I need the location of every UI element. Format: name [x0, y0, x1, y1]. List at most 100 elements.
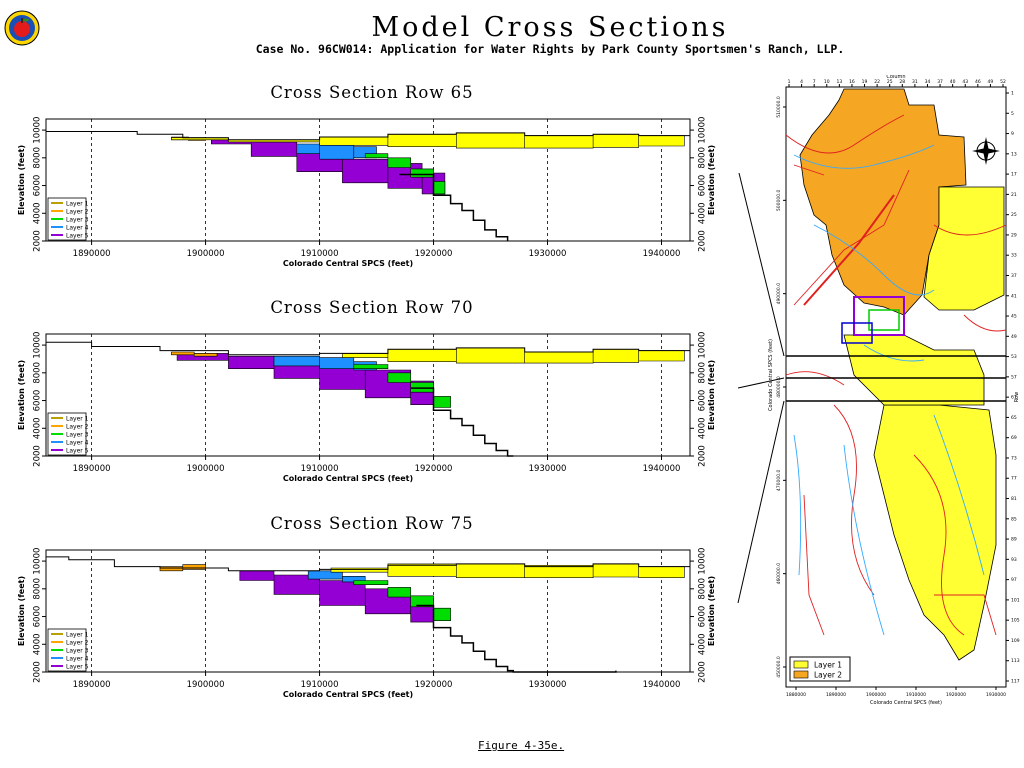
y-tick-label-right: 10000	[698, 332, 708, 359]
y-tick-label: 10000	[33, 332, 43, 359]
x-tick-label: 1940000	[643, 249, 681, 259]
map-top-tick-label: 49	[988, 79, 994, 85]
road-line	[803, 494, 825, 636]
chart-title-row-75: Cross Section Row 75	[270, 514, 474, 533]
page-title: Model Cross Sections	[371, 12, 729, 43]
map-top-tick-label: 37	[937, 79, 943, 85]
legend-label-layer-2: Layer 2	[66, 424, 89, 431]
y-tick-label: 8000	[33, 362, 43, 384]
map-top-tick-label: 22	[874, 79, 880, 85]
map-left-axis-title: Colorado Central SPCS (feet)	[768, 339, 774, 411]
map-left-tick-label: 490000.0	[776, 283, 782, 305]
y-tick-label-right: 10000	[698, 548, 708, 575]
stream-line	[843, 444, 885, 636]
map-right-tick-label: 9	[1011, 131, 1014, 137]
layer-2-band	[171, 351, 218, 357]
y-tick-label: 2000	[33, 230, 43, 252]
cross-section-chart-row-75: 1890000 1900000 1910000 1920000 1930000 19400…	[17, 548, 716, 699]
map-right-tick-label: 33	[1011, 253, 1017, 259]
ground-surface-line	[46, 556, 691, 572]
y-tick-label-right: 8000	[698, 147, 708, 169]
y-tick-label: 10000	[33, 117, 43, 144]
legend-label-layer-5: Layer 5	[66, 233, 89, 240]
map-right-tick-label: 65	[1011, 415, 1017, 421]
road-line	[963, 314, 1007, 332]
x-axis-label: Colorado Central SPCS (feet)	[283, 259, 413, 268]
map-right-tick-label: 73	[1011, 455, 1017, 461]
map-top-tick-label: 4	[800, 79, 803, 85]
y-tick-label: 2000	[33, 445, 43, 467]
y-tick-label-right: 8000	[698, 362, 708, 384]
map-right-tick-label: 13	[1011, 151, 1017, 157]
legend-label-layer-4: Layer 4	[66, 440, 89, 447]
x-tick-label: 1900000	[187, 680, 225, 690]
map-right-tick-label: 25	[1011, 212, 1017, 218]
y-tick-label: 6000	[33, 390, 43, 412]
y-tick-label: 6000	[33, 175, 43, 197]
x-axis-label: Colorado Central SPCS (feet)	[283, 474, 413, 483]
y-tick-label: 6000	[33, 606, 43, 628]
y-tick-label-right: 10000	[698, 117, 708, 144]
map-top-axis-title: Column	[886, 75, 905, 80]
legend-label-layer-3: Layer 3	[66, 217, 89, 224]
x-tick-label: 1910000	[301, 680, 339, 690]
y-axis-label-right: Elevation (feet)	[707, 576, 716, 646]
map-right-tick-label: 5	[1011, 111, 1014, 117]
road-line	[785, 371, 845, 386]
legend-label-layer-5: Layer 5	[66, 664, 89, 671]
map-top-tick-label: 19	[862, 79, 868, 85]
map-right-tick-label: 77	[1011, 476, 1017, 482]
layer-1-region-north	[923, 186, 1005, 311]
legend-label-layer-1: Layer 1	[66, 632, 89, 639]
cross-section-chart-row-70: 1890000 1900000 1910000 1920000 1930000 19400…	[17, 332, 716, 483]
map-top-tick-label: 25	[887, 79, 893, 85]
x-tick-label: 1890000	[73, 464, 111, 474]
map-left-tick-label: 500000.0	[776, 189, 782, 211]
road-line	[833, 404, 875, 596]
y-axis-label: Elevation (feet)	[17, 576, 26, 646]
legend-label-layer-1: Layer 1	[66, 416, 89, 423]
layer-5-band	[239, 570, 434, 623]
legend-label-layer-4: Layer 4	[66, 225, 89, 232]
x-tick-label: 1910000	[301, 464, 339, 474]
layer-3-outline	[868, 309, 900, 331]
map-left-tick-label: 450000.0	[776, 656, 782, 678]
map-top-tick-label: 1	[788, 79, 791, 85]
stream-line	[793, 144, 935, 169]
map-right-tick-label: 97	[1011, 577, 1017, 583]
x-tick-label: 1920000	[415, 464, 453, 474]
seal-logo	[4, 10, 40, 46]
layer-1-band	[330, 563, 685, 578]
y-tick-label-right: 2000	[698, 230, 708, 252]
y-tick-label: 10000	[33, 548, 43, 575]
stream-line	[863, 344, 925, 362]
map-legend-label-1: Layer 1	[814, 661, 842, 670]
map-bottom-tick-label: 1930000	[986, 692, 1006, 698]
map-right-tick-label: 113	[1011, 658, 1020, 664]
map-right-tick-label: 21	[1011, 192, 1017, 198]
map-right-tick-label: 101	[1011, 597, 1020, 603]
road-line	[913, 454, 965, 636]
y-tick-label: 4000	[33, 417, 43, 439]
pointer-line-row-75	[737, 400, 785, 604]
y-tick-label: 8000	[33, 578, 43, 600]
y-tick-label: 2000	[33, 661, 43, 683]
map-top-tick-label: 16	[849, 79, 855, 85]
map-top-tick-label: 46	[975, 79, 981, 85]
y-axis-label-right: Elevation (feet)	[707, 145, 716, 215]
x-tick-label: 1900000	[187, 464, 225, 474]
stream-line	[813, 224, 935, 296]
legend-label-layer-1: Layer 1	[66, 201, 89, 208]
map-right-tick-label: 45	[1011, 314, 1017, 320]
y-axis-label-right: Elevation (feet)	[707, 360, 716, 430]
x-tick-label: 1900000	[187, 249, 225, 259]
map-right-tick-label: 1	[1011, 91, 1014, 97]
y-axis-label: Elevation (feet)	[17, 360, 26, 430]
layer-5-band	[211, 139, 446, 195]
stream-line	[933, 414, 985, 576]
pointer-line-row-65	[738, 172, 785, 357]
map-top-tick-label: 28	[899, 79, 905, 85]
map-top-tick-label: 34	[925, 79, 931, 85]
stream-line	[793, 434, 802, 576]
